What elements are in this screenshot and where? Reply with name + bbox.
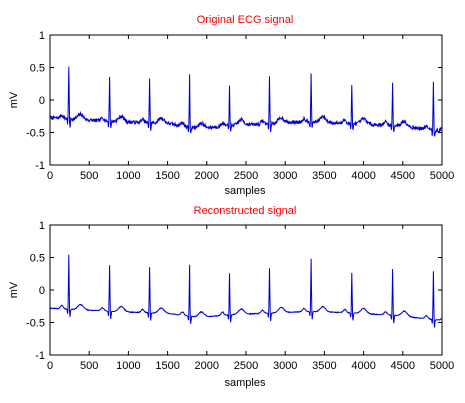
x-tick-label: 4500	[391, 170, 415, 182]
x-tick-label: 2500	[234, 360, 258, 372]
x-tick-label: 4000	[351, 170, 375, 182]
x-tick-label: 0	[47, 360, 53, 372]
x-tick-label: 4000	[351, 360, 375, 372]
x-tick-label: 2500	[234, 170, 258, 182]
series-line	[49, 254, 443, 328]
plot-frame	[49, 224, 443, 356]
y-tick-label: -1	[35, 350, 45, 362]
x-tick-label: 5000	[430, 170, 454, 182]
x-tick-label: 1000	[116, 170, 140, 182]
x-tick-label: 5000	[430, 360, 454, 372]
chart-title: Reconstructed signal	[194, 205, 297, 217]
x-tick-label: 1000	[116, 360, 140, 372]
y-tick-label: -0.5	[26, 318, 45, 330]
x-tick-label: 1500	[155, 360, 179, 372]
y-tick-label: 0	[39, 285, 45, 297]
y-tick-label: 0.5	[30, 63, 45, 75]
x-ticks: 0 500 1000 1500 2000 2500 3000 3500 4000 4500 5000	[47, 225, 454, 372]
x-tick-label: 3000	[273, 170, 297, 182]
chart-original: Original ECG signal mV samples 0 500 1000 1…	[8, 14, 454, 197]
y-tick-label: 1	[39, 220, 45, 232]
y-ticks: -1 -0.5 0 0.5 1	[26, 30, 442, 172]
x-tick-label: 0	[47, 170, 53, 182]
x-tick-label: 1500	[155, 170, 179, 182]
x-tick-label: 2000	[195, 360, 219, 372]
x-tick-label: 3500	[312, 360, 336, 372]
y-tick-label: -0.5	[26, 128, 45, 140]
y-axis-label: mV	[8, 91, 20, 108]
y-tick-label: 0.5	[30, 253, 45, 265]
x-tick-label: 3500	[312, 170, 336, 182]
x-tick-label: 500	[80, 360, 98, 372]
x-axis-label: samples	[225, 185, 266, 197]
chart-reconstructed: Reconstructed signal mV samples 0 500 1000…	[8, 205, 454, 389]
y-tick-label: -1	[35, 160, 45, 172]
chart-title: Original ECG signal	[197, 14, 294, 26]
x-tick-label: 4500	[391, 360, 415, 372]
y-tick-label: 0	[39, 95, 45, 107]
x-tick-label: 3000	[273, 360, 297, 372]
x-tick-label: 2000	[195, 170, 219, 182]
y-ticks: -1 -0.5 0 0.5 1	[26, 220, 442, 362]
x-ticks: 0 500 1000 1500 2000 2500 3000 3500 4000 4500 5000	[47, 35, 454, 182]
y-tick-label: 1	[39, 30, 45, 42]
x-tick-label: 500	[80, 170, 98, 182]
plot-frame	[49, 34, 443, 166]
x-axis-label: samples	[225, 377, 266, 389]
series-line	[49, 66, 443, 137]
y-axis-label: mV	[8, 281, 20, 298]
